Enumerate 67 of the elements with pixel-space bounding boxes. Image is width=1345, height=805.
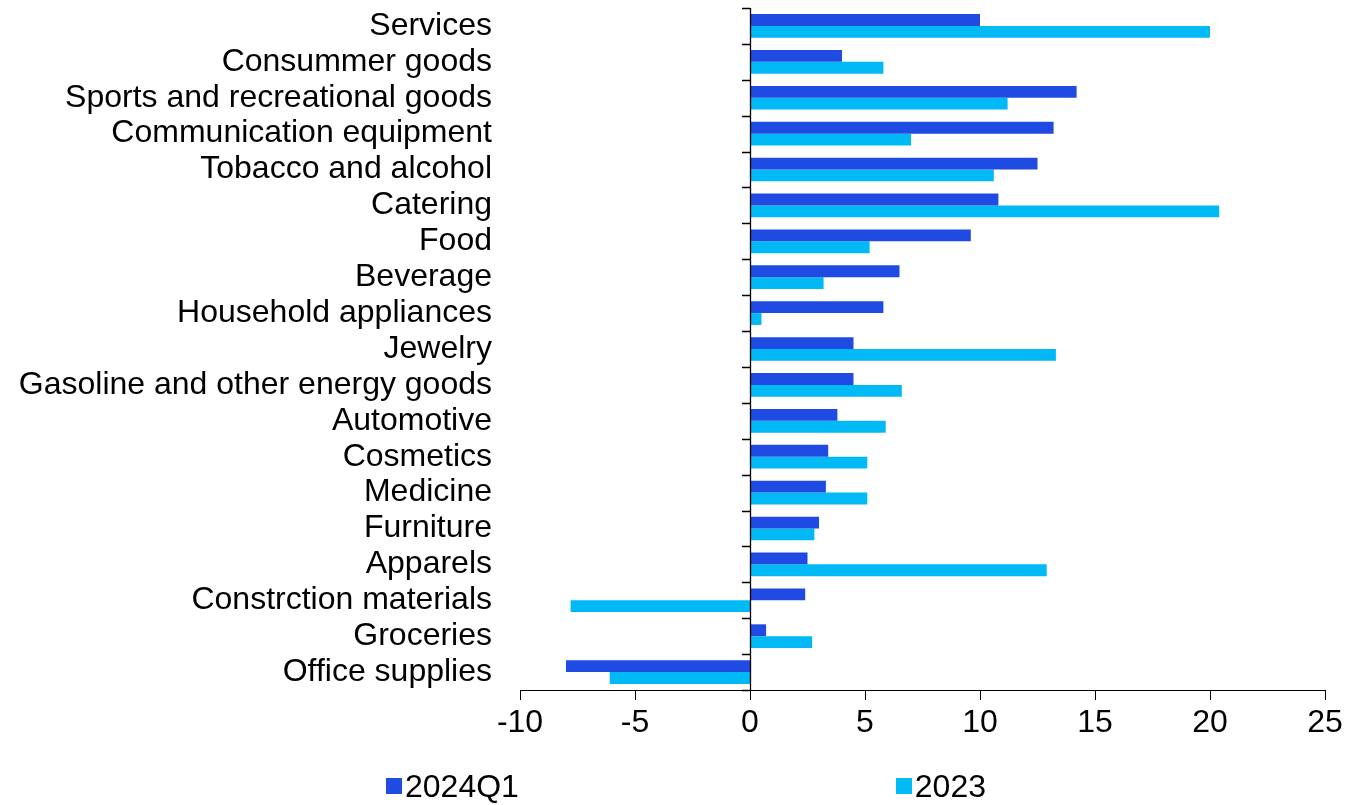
bar [609, 672, 750, 684]
bar [750, 50, 842, 62]
y-tick-label: Gasoline and other energy goods [18, 364, 492, 401]
bar [750, 85, 1077, 98]
bar [750, 444, 829, 457]
bar [750, 97, 1008, 110]
bar [750, 624, 767, 637]
bar [750, 61, 884, 74]
bar [750, 528, 815, 541]
bar [750, 14, 980, 26]
bar [750, 313, 762, 325]
bar [750, 636, 813, 648]
bar [750, 229, 971, 242]
y-tick-label: Apparels [365, 544, 492, 581]
y-tick-label: Office supplies [282, 651, 492, 688]
bar [750, 456, 868, 469]
legend-label: 2024Q1 [405, 768, 519, 804]
y-tick-label: Services [369, 5, 492, 42]
y-tick-label: Food [419, 221, 492, 258]
y-tick-label: Jewelry [383, 328, 492, 365]
legend-label: 2023 [914, 768, 986, 804]
x-tick-label: 20 [1192, 703, 1228, 740]
x-tick-label: 5 [856, 703, 874, 740]
bar [750, 205, 1220, 218]
bar [750, 157, 1038, 170]
bar [750, 301, 884, 314]
bar [750, 408, 838, 421]
bar [750, 241, 870, 254]
x-tick-label: 15 [1077, 703, 1113, 740]
bar [750, 480, 826, 493]
y-tick-label: Groceries [353, 615, 492, 652]
y-tick-label: Cosmetics [342, 436, 492, 473]
y-tick-label: Tobacco and alcohol [200, 149, 492, 186]
bar [750, 349, 1056, 361]
bar [750, 492, 868, 505]
y-tick-label: Medicine [363, 472, 492, 509]
bar [750, 373, 854, 385]
y-tick-label: Constrction materials [191, 580, 492, 617]
bar [750, 169, 994, 182]
bar [570, 600, 750, 613]
bar [750, 25, 1210, 38]
bar [750, 420, 886, 433]
y-tick-label: Furniture [363, 508, 492, 545]
bar [750, 121, 1054, 134]
bar [750, 277, 824, 290]
x-tick-label: 0 [741, 703, 759, 740]
bar [750, 552, 808, 565]
bar [750, 337, 854, 349]
x-tick-label: 25 [1307, 703, 1343, 740]
bar [566, 660, 750, 673]
y-tick-label: Consummer goods [221, 41, 492, 78]
bar [750, 588, 806, 601]
y-tick-label: Communication equipment [111, 113, 493, 150]
y-tick-label: Household appliances [177, 292, 492, 329]
x-tick-label: 10 [962, 703, 998, 740]
y-tick-label: Catering [371, 185, 492, 222]
bar [750, 133, 911, 146]
bar [750, 516, 819, 529]
bar [750, 265, 900, 278]
bar [750, 564, 1047, 577]
x-tick-label: -10 [496, 703, 544, 740]
y-tick-label: Automotive [331, 400, 492, 437]
y-tick-label: Sports and recreational goods [65, 77, 492, 114]
bar [750, 384, 902, 397]
x-tick-label: -5 [620, 703, 650, 740]
bar [750, 193, 999, 206]
y-tick-label: Beverage [355, 257, 492, 294]
